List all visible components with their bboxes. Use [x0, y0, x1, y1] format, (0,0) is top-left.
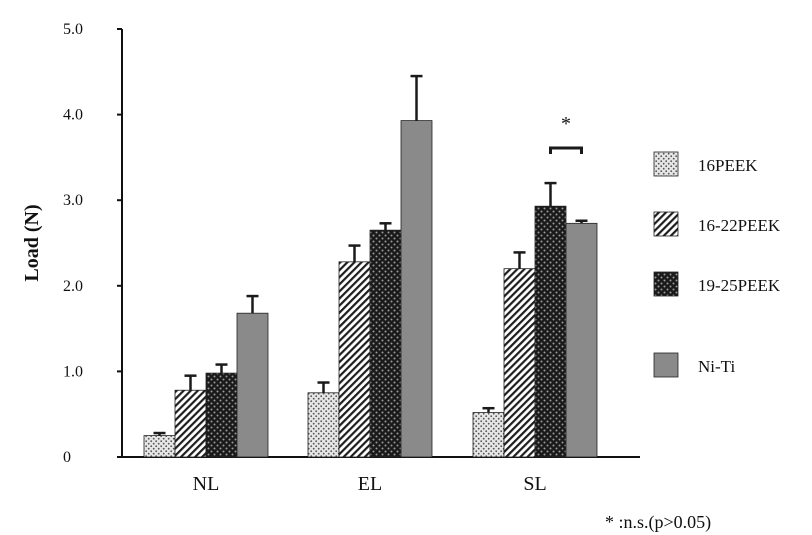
bar-el-16peek [307, 392, 340, 458]
bar-nl-19-25peek [205, 372, 238, 458]
bar-sl-19-25peek [534, 205, 567, 458]
x-category-label: EL [358, 473, 382, 495]
legend: 16PEEK 16-22PEEK 19-25PEEK Ni-Ti [653, 151, 781, 378]
y-tick-label: 2.0 [63, 278, 83, 295]
y-axis-label: Load (N) [21, 204, 43, 281]
y-tick-label: 5.0 [63, 21, 83, 38]
bar-sl-ni-ti [565, 222, 598, 458]
y-axis-ticks: 0 1.0 2.0 3.0 4.0 5.0 [63, 21, 122, 466]
bar-sl-16peek [472, 412, 505, 458]
legend-swatch-ni-ti [653, 352, 679, 378]
bar-nl-16peek [143, 435, 176, 458]
x-category-label: NL [193, 473, 220, 495]
footnote: * :n.s.(p>0.05) [605, 512, 711, 533]
legend-label: Ni-Ti [698, 357, 735, 376]
bar-el-19-25peek [369, 229, 402, 458]
x-axis-category-labels: NL EL SL [193, 473, 547, 495]
y-tick-label: 0 [63, 449, 71, 466]
legend-label: 16PEEK [698, 156, 758, 175]
error-bars [153, 74, 588, 436]
bars [143, 120, 598, 458]
legend-label: 16-22PEEK [698, 216, 781, 235]
legend-swatch-16-22peek [653, 211, 679, 237]
significance-annotation: * [549, 113, 583, 154]
bar-sl-16-22peek [503, 268, 536, 458]
y-tick-label: 1.0 [63, 363, 83, 380]
bar-el-ni-ti [400, 120, 433, 458]
y-tick-label: 4.0 [63, 107, 83, 124]
bar-el-16-22peek [338, 261, 371, 458]
legend-label: 19-25PEEK [698, 276, 781, 295]
legend-swatch-16peek [653, 151, 679, 177]
y-tick-label: 3.0 [63, 192, 83, 209]
legend-swatch-19-25peek [653, 271, 679, 297]
significance-symbol: * [561, 113, 571, 135]
bar-nl-ni-ti [236, 312, 269, 458]
bar-nl-16-22peek [174, 389, 207, 458]
significance-bracket [549, 146, 583, 154]
x-category-label: SL [523, 473, 546, 495]
